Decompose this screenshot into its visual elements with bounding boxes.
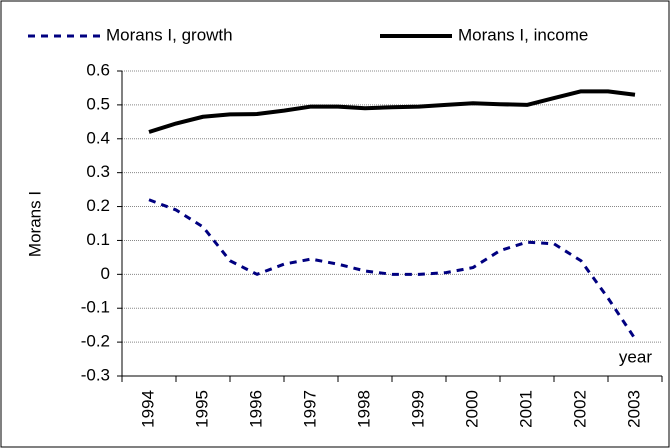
series-line [148, 89, 636, 134]
y-tick-label: 0.5 [86, 94, 110, 113]
legend-label: Morans I, growth [106, 25, 233, 44]
x-axis-label: year [619, 347, 652, 366]
y-tick-label: 0.3 [86, 162, 110, 181]
x-tick-label: 2002 [570, 390, 589, 428]
x-tick-label: 1998 [354, 390, 373, 428]
x-tick-label: 2001 [516, 390, 535, 428]
x-tick-label: 1997 [300, 390, 319, 428]
y-tick-label: 0 [101, 264, 110, 283]
series-line [148, 198, 637, 340]
legend-label: Morans I, income [458, 25, 588, 44]
y-tick-label: -0.3 [81, 365, 110, 384]
x-tick-label: 1995 [192, 390, 211, 428]
x-tick-label: 2003 [624, 390, 643, 428]
x-tick-label: 1996 [246, 390, 265, 428]
y-tick-label: 0.4 [86, 128, 110, 147]
x-tick-label: 1994 [138, 390, 157, 428]
x-tick-label: 2000 [462, 390, 481, 428]
y-tick-label: 0.6 [86, 60, 110, 79]
x-tick-label: 1999 [408, 390, 427, 428]
y-tick-label: -0.2 [81, 332, 110, 351]
y-tick-label: 0.2 [86, 196, 110, 215]
y-axis-label: Morans I [25, 191, 44, 257]
y-tick-label: -0.1 [81, 298, 110, 317]
y-tick-label: 0.1 [86, 230, 110, 249]
